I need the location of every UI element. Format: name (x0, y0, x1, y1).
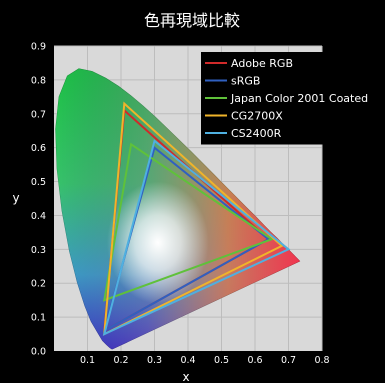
y-tick-label: 0.7 (31, 109, 46, 120)
legend: Adobe RGB sRGB Japan Color 2001 Coated CG27… (201, 52, 384, 145)
y-tick-label: 0.3 (31, 245, 46, 256)
x-tick-label: 0.1 (80, 355, 95, 366)
x-axis-ticks: 0.1 0.2 0.3 0.4 0.5 0.6 0.7 0.8 (80, 355, 330, 366)
x-tick-label: 0.2 (113, 355, 128, 366)
y-tick-label: 0.4 (31, 211, 46, 222)
y-tick-label: 0.8 (31, 75, 46, 86)
legend-label: sRGB (231, 75, 260, 88)
legend-label: Japan Color 2001 Coated (230, 92, 368, 105)
x-tick-label: 0.5 (214, 355, 229, 366)
y-tick-label: 0.5 (31, 177, 46, 188)
y-tick-label: 0.1 (31, 313, 46, 324)
gamut-japan-color-2001-coated (103, 142, 274, 302)
legend-box (201, 52, 384, 145)
x-tick-label: 0.4 (180, 355, 195, 366)
legend-label: CG2700X (231, 110, 283, 123)
gamut-cg2700x (103, 101, 284, 336)
x-tick-label: 0.3 (147, 355, 162, 366)
gamut-cs2400r (102, 139, 291, 336)
y-axis-label: y (12, 191, 19, 205)
x-axis-label: x (182, 370, 189, 383)
y-tick-label: 0.0 (31, 347, 46, 358)
legend-label: Adobe RGB (231, 57, 293, 70)
y-tick-label: 0.9 (31, 42, 46, 53)
chart-title: 色再現域比較 (144, 11, 240, 30)
y-tick-label: 0.6 (31, 143, 46, 154)
gamut-triangles (102, 101, 291, 336)
y-axis-ticks: 0.0 0.1 0.2 0.3 0.4 0.5 0.6 0.7 0.8 0.9 (31, 42, 46, 358)
y-tick-label: 0.2 (31, 279, 46, 290)
x-tick-label: 0.7 (281, 355, 296, 366)
x-tick-label: 0.8 (314, 355, 329, 366)
legend-label: CS2400R (231, 127, 282, 140)
x-tick-label: 0.6 (247, 355, 262, 366)
